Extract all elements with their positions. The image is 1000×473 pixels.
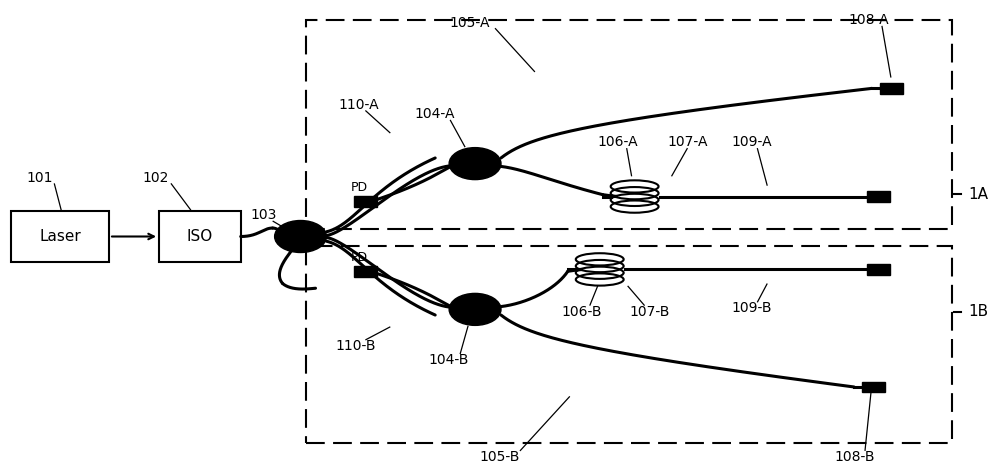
Text: 101: 101 xyxy=(26,171,53,185)
Text: 104-A: 104-A xyxy=(415,107,455,121)
Text: 109-B: 109-B xyxy=(731,301,772,315)
Text: Laser: Laser xyxy=(39,229,81,244)
Text: 1B: 1B xyxy=(969,304,989,319)
Text: ISO: ISO xyxy=(187,229,213,244)
Text: 110-B: 110-B xyxy=(335,339,376,352)
Bar xyxy=(880,83,903,94)
Ellipse shape xyxy=(275,220,326,253)
Text: 108-A: 108-A xyxy=(849,13,889,27)
Text: 103: 103 xyxy=(250,208,277,222)
Text: 104-B: 104-B xyxy=(428,353,468,367)
Text: PD: PD xyxy=(351,181,368,194)
Bar xyxy=(867,264,890,275)
Text: 105-B: 105-B xyxy=(480,449,520,464)
Bar xyxy=(11,210,109,263)
Text: 105-A: 105-A xyxy=(450,16,490,29)
Bar xyxy=(159,210,241,263)
Text: 107-A: 107-A xyxy=(667,135,708,149)
Text: 108-B: 108-B xyxy=(835,449,875,464)
Text: 109-A: 109-A xyxy=(731,135,772,149)
Text: 106-A: 106-A xyxy=(597,135,638,149)
Bar xyxy=(354,266,377,277)
Bar xyxy=(306,246,952,443)
Text: 107-B: 107-B xyxy=(629,305,670,319)
Bar xyxy=(862,382,885,393)
Ellipse shape xyxy=(449,148,501,180)
Text: 110-A: 110-A xyxy=(338,98,379,112)
Text: 1A: 1A xyxy=(969,187,989,201)
Bar xyxy=(306,20,952,229)
Ellipse shape xyxy=(449,293,501,325)
Bar xyxy=(354,196,377,207)
Text: 106-B: 106-B xyxy=(562,305,602,319)
Text: PD: PD xyxy=(351,251,368,264)
Bar xyxy=(867,191,890,202)
Text: 102: 102 xyxy=(143,171,169,185)
